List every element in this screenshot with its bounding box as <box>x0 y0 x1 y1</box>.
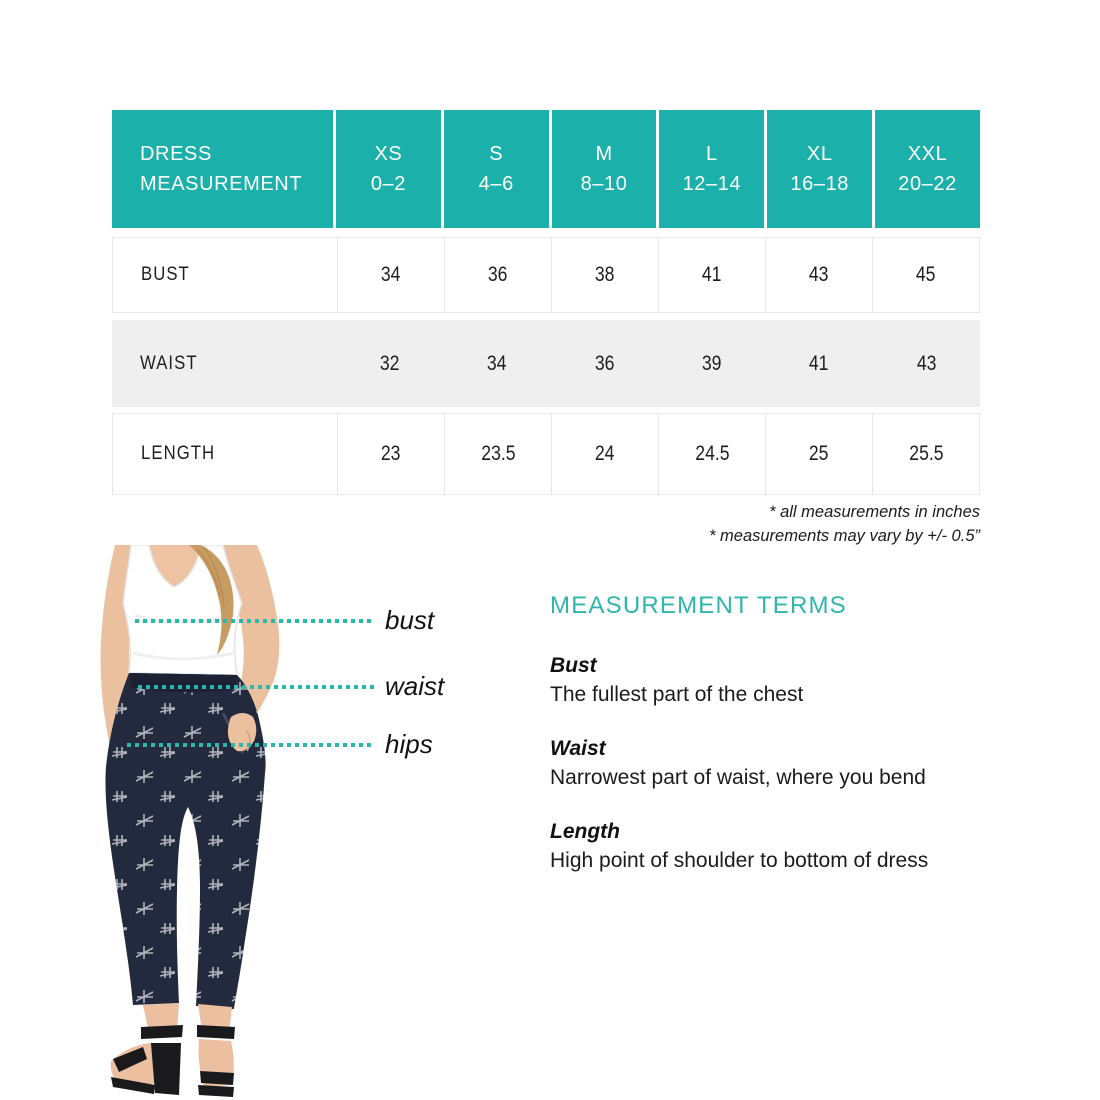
table-header-row: DRESS MEASUREMENT XS 0–2 S 4–6 M 8–10 L … <box>112 110 980 228</box>
dress-measurement-table: DRESS MEASUREMENT XS 0–2 S 4–6 M 8–10 L … <box>112 110 980 495</box>
term-definition: High point of shoulder to bottom of dres… <box>550 849 929 872</box>
term-definition: Narrowest part of waist, where you bend <box>550 766 926 789</box>
term-item-length: Length High point of shoulder to bottom … <box>550 820 1030 873</box>
measurement-row-label: WAIST <box>140 352 198 374</box>
measurement-value-cell: 23 <box>337 414 444 494</box>
measurement-value-cell: 32 <box>379 351 400 375</box>
table-row-bust: BUST 34 36 38 41 43 45 <box>112 237 980 313</box>
measurement-terms-section: MEASUREMENT TERMS Bust The fullest part … <box>550 592 1030 873</box>
measurement-value-cell: 25.5 <box>872 414 979 494</box>
term-item-waist: Waist Narrowest part of waist, where you… <box>550 737 1030 790</box>
table-row-waist: WAIST 32 34 36 39 41 43 <box>112 320 980 407</box>
table-title: DRESS MEASUREMENT <box>140 143 303 195</box>
measurement-row-label: BUST <box>141 264 190 285</box>
hips-label: hips <box>385 729 433 759</box>
measurement-value-cell: 41 <box>658 238 765 312</box>
size-label: M <box>595 143 613 165</box>
size-label: S <box>489 143 504 165</box>
waist-label: waist <box>385 671 445 701</box>
measurement-value-cell: 24 <box>551 414 658 494</box>
size-col-header-s: S 4–6 <box>443 110 552 228</box>
table-row-length: LENGTH 23 23.5 24 24.5 25 25.5 <box>112 413 980 495</box>
measurement-value-cell: 25 <box>765 414 872 494</box>
footnote-units: * all measurements in inches <box>769 503 980 521</box>
size-range-label: 20–22 <box>898 173 957 195</box>
size-col-header-xs: XS 0–2 <box>336 110 444 228</box>
size-label: XXL <box>907 143 948 165</box>
size-col-header-l: L 12–14 <box>659 110 768 228</box>
term-name: Bust <box>550 654 597 677</box>
measurement-value-cell: 43 <box>765 238 872 312</box>
term-name: Length <box>550 820 620 843</box>
size-label: XS <box>374 143 403 165</box>
size-range-label: 16–18 <box>790 173 850 195</box>
measurement-value-cell: 34 <box>487 351 507 375</box>
size-col-header-xxl: XXL 20–22 <box>875 110 980 228</box>
bust-measure-line <box>135 619 375 623</box>
measurement-value-cell: 24.5 <box>658 414 765 494</box>
size-col-header-m: M 8–10 <box>551 110 660 228</box>
size-label: XL <box>806 143 833 165</box>
measurement-value-cell: 43 <box>916 351 937 375</box>
bust-label: bust <box>385 605 435 635</box>
waist-measure-line <box>138 685 375 689</box>
model-photo <box>85 544 315 1100</box>
model-figure-illustration <box>100 544 280 1097</box>
measurement-value-cell: 23.5 <box>444 414 551 494</box>
terms-heading: MEASUREMENT TERMS <box>550 592 847 619</box>
measurement-row-label: LENGTH <box>141 443 216 464</box>
footnote-tolerance: * measurements may vary by +/- 0.5” <box>709 527 980 545</box>
size-range-label: 4–6 <box>478 173 514 195</box>
measurement-value-cell: 36 <box>444 238 551 312</box>
measurement-value-cell: 39 <box>701 351 722 375</box>
size-range-label: 12–14 <box>682 173 742 195</box>
measurement-value-cell: 38 <box>551 238 658 312</box>
term-definition: The fullest part of the chest <box>550 683 804 706</box>
size-range-label: 0–2 <box>370 173 406 195</box>
size-range-label: 8–10 <box>580 173 628 195</box>
hips-measure-line <box>127 743 375 747</box>
term-item-bust: Bust The fullest part of the chest <box>550 654 1030 707</box>
table-corner-header: DRESS MEASUREMENT <box>112 110 336 228</box>
measurement-value-cell: 36 <box>594 351 615 375</box>
size-col-header-xl: XL 16–18 <box>767 110 876 228</box>
measurement-value-cell: 45 <box>872 238 979 312</box>
measurement-value-cell: 41 <box>809 351 829 375</box>
measurement-value-cell: 34 <box>337 238 444 312</box>
size-label: L <box>706 143 718 165</box>
term-name: Waist <box>550 737 606 760</box>
table-footnotes: * all measurements in inches * measureme… <box>112 500 980 548</box>
